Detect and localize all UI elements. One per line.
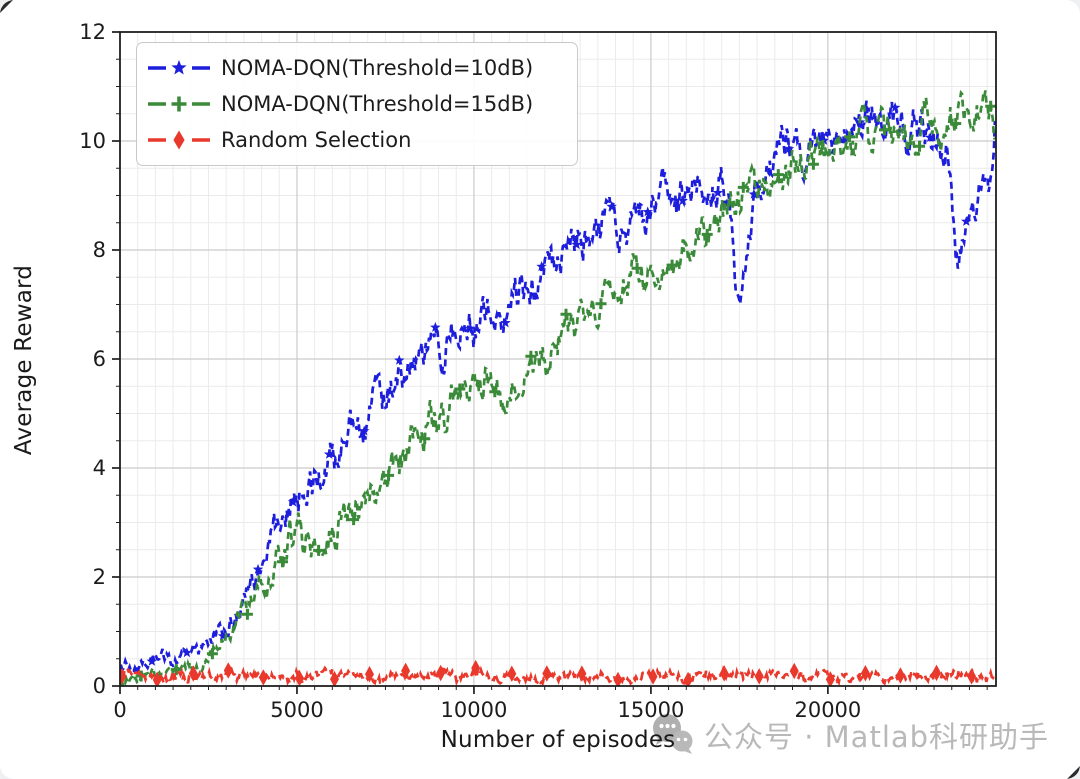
watermark-text: 公众号 · Matlab科研助手 <box>704 720 1050 754</box>
y-tick-label: 10 <box>79 129 106 153</box>
y-tick-label: 0 <box>93 674 106 698</box>
y-tick-label: 12 <box>79 20 106 44</box>
corner-mark-top-left <box>0 0 13 13</box>
legend: NOMA-DQN(Threshold=10dB) NOMA-DQN(Thresh… <box>136 42 578 166</box>
tick-labels: 0 5000 10000 15000 20000 0 2 4 6 8 10 12 <box>79 20 861 722</box>
y-tick-label: 8 <box>93 238 106 262</box>
legend-sample-line-plus <box>148 96 210 112</box>
y-tick-label: 6 <box>93 347 106 371</box>
x-tick-label: 10000 <box>441 698 508 722</box>
legend-label: Random Selection <box>221 128 412 152</box>
y-tick-label: 4 <box>93 456 106 480</box>
legend-item-random-selection: Random Selection <box>147 122 567 158</box>
y-tick-label: 2 <box>93 565 106 589</box>
x-tick-label: 15000 <box>618 698 685 722</box>
wechat-icon <box>653 714 693 754</box>
legend-item-noma-dqn-10db: NOMA-DQN(Threshold=10dB) <box>147 50 567 86</box>
corner-mark-bottom-right <box>1067 766 1080 779</box>
legend-item-noma-dqn-15db: NOMA-DQN(Threshold=15dB) <box>147 86 567 122</box>
x-axis-label: Number of episodes <box>440 727 676 753</box>
series-2 <box>120 659 996 686</box>
legend-sample-line-diamond <box>148 130 210 150</box>
legend-label: NOMA-DQN(Threshold=15dB) <box>221 92 534 116</box>
plot-area <box>120 89 996 686</box>
axis-ticks <box>112 31 988 694</box>
legend-label: NOMA-DQN(Threshold=10dB) <box>221 56 534 80</box>
watermark: 公众号 · Matlab科研助手 <box>648 712 1049 758</box>
series-1 <box>120 89 996 686</box>
x-tick-label: 20000 <box>794 698 861 722</box>
x-tick-label: 0 <box>113 698 126 722</box>
legend-sample-line-star <box>148 60 210 75</box>
y-axis-label: Average Reward <box>11 264 37 456</box>
x-tick-label: 5000 <box>270 698 323 722</box>
